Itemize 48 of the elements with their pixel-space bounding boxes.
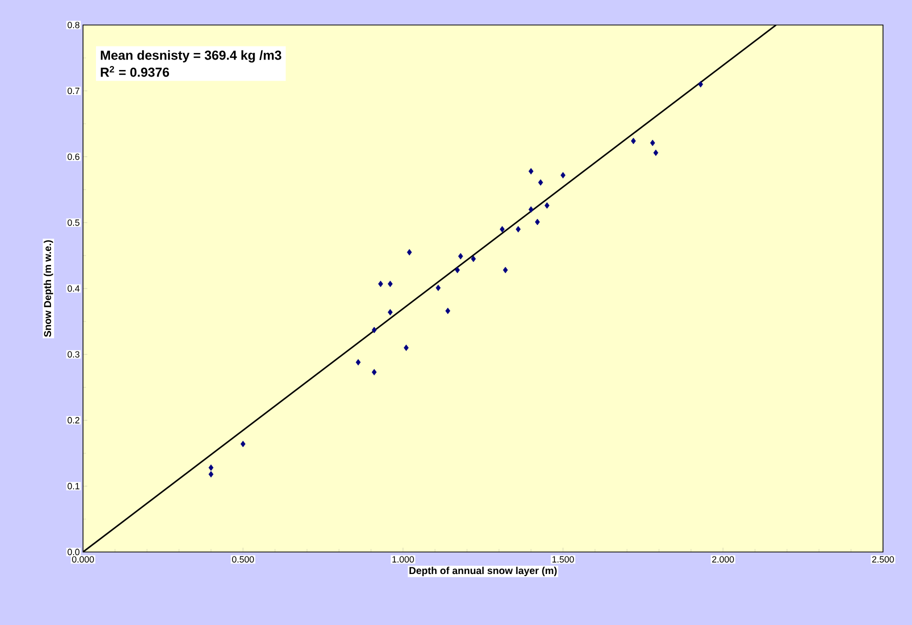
point [436,284,441,292]
x-axis-title: Depth of annual snow layer (m) [410,566,557,576]
y-tick-label: 0.4 [68,285,80,292]
point [372,368,377,376]
point [378,280,384,288]
point [630,138,636,144]
x-tick-label: 0.500 [232,556,254,563]
y-tick-label: 0.0 [68,548,80,556]
y-tick-label: 0.7 [68,88,80,94]
point [538,179,544,186]
y-axis-title: Snow Depth (m w.e.) [44,240,54,337]
point [528,168,534,174]
point [445,308,450,314]
y-tick-label: 0.2 [68,417,80,424]
x-tick-label: 0.000 [72,556,94,563]
point [470,256,476,262]
annotation: R$^{2}$ = 0.9376 [100,66,170,77]
annotation: Mean desnisty = 369.4 kg /m3 [100,50,282,62]
point [372,326,377,334]
point [502,266,508,274]
point [406,249,412,256]
x-tick-label: 2.500 [872,556,894,563]
point [404,344,409,351]
point [458,253,464,260]
point [356,359,361,366]
point [240,440,246,448]
point [544,202,550,209]
point [388,309,393,316]
point [516,226,521,232]
x-tick-label: 1.000 [392,556,414,563]
point [500,226,505,232]
y-tick-label: 0.3 [68,351,80,358]
point [698,81,704,88]
x-tick-label: 2.000 [712,556,734,563]
point [208,464,214,471]
point [560,172,566,178]
point [528,206,534,213]
y-tick-label: 0.1 [68,482,80,490]
point [653,150,658,156]
point [534,218,540,226]
y-tick-label: 0.5 [68,219,80,226]
point [454,266,460,274]
y-tick-label: 0.8 [68,22,80,28]
x-tick-label: 1.500 [552,556,574,563]
point [388,280,393,288]
point [208,471,214,478]
point [650,140,656,146]
y-tick-label: 0.6 [68,154,80,160]
